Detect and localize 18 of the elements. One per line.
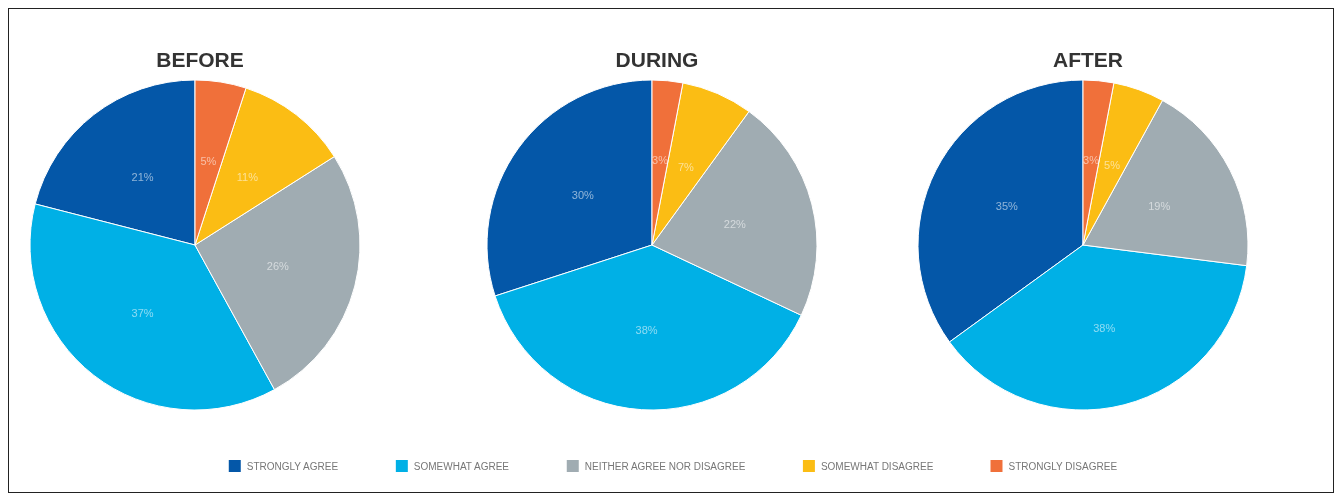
data-label: 37% bbox=[131, 306, 154, 319]
data-label: 5% bbox=[200, 154, 217, 167]
legend-label: SOMEWHAT AGREE bbox=[413, 460, 510, 472]
data-label: 38% bbox=[1093, 321, 1116, 334]
data-label: 7% bbox=[678, 160, 695, 173]
data-label: 5% bbox=[1104, 158, 1121, 171]
legend-label: STRONGLY AGREE bbox=[246, 460, 339, 472]
chart-title: AFTER bbox=[1053, 48, 1123, 71]
data-label: 35% bbox=[995, 200, 1019, 213]
legend-label: NEITHER AGREE NOR DISAGREE bbox=[584, 460, 746, 472]
data-label: 11% bbox=[236, 171, 259, 184]
legend-label: STRONGLY DISAGREE bbox=[1008, 460, 1118, 472]
data-label: 21% bbox=[131, 171, 154, 184]
data-label: 38% bbox=[635, 324, 658, 337]
chart-title: BEFORE bbox=[156, 48, 244, 71]
legend-label: SOMEWHAT DISAGREE bbox=[820, 460, 934, 472]
chart-title: DURING bbox=[615, 48, 699, 71]
data-label: 30% bbox=[571, 188, 595, 201]
